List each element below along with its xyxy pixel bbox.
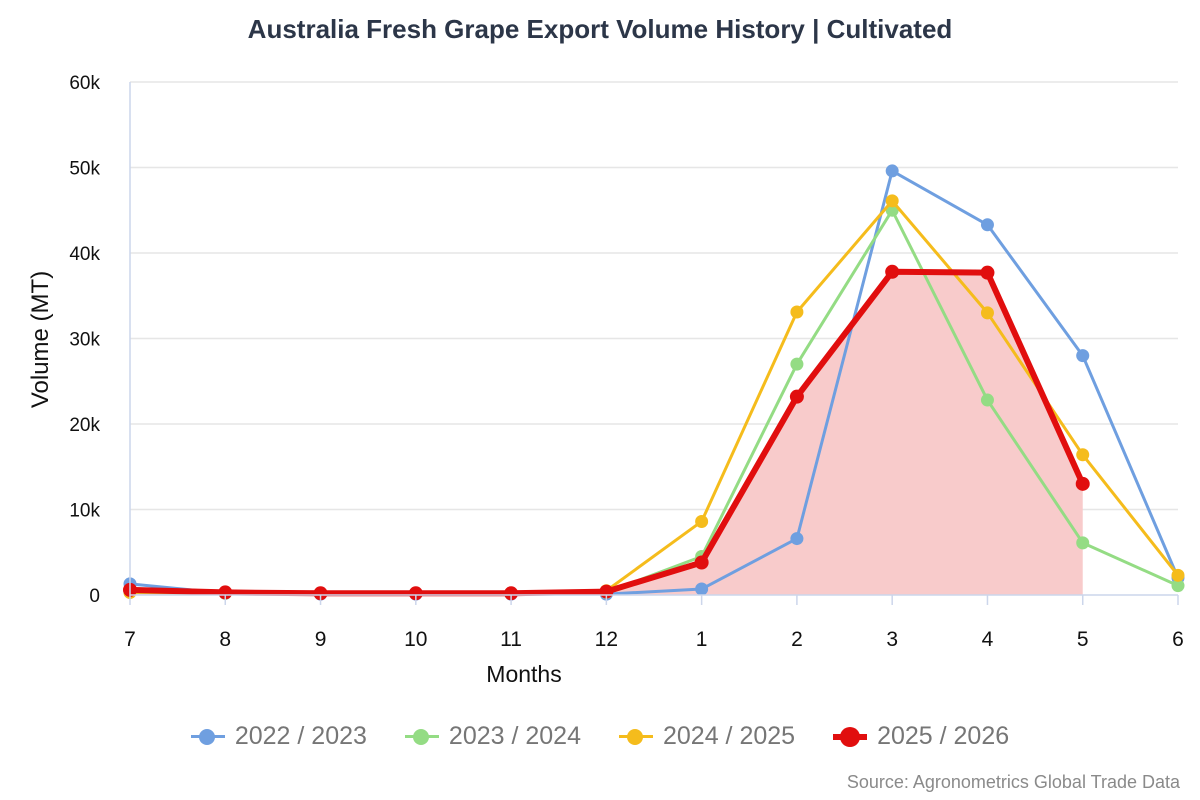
data-point xyxy=(790,305,804,319)
x-tick-label: 2 xyxy=(791,628,803,651)
x-tick-label: 5 xyxy=(1077,628,1089,651)
x-tick-label: 7 xyxy=(124,628,136,651)
y-axis-title: Volume (MT) xyxy=(27,271,54,408)
series-lines xyxy=(123,164,1185,601)
x-tick-label: 1 xyxy=(696,628,708,651)
gridlines xyxy=(130,81,1178,511)
y-tick-label: 60k xyxy=(69,73,100,94)
data-point xyxy=(408,586,423,601)
legend-item[interactable]: 2022 / 2023 xyxy=(190,722,367,751)
data-point xyxy=(790,532,804,546)
legend-item[interactable]: 2024 / 2025 xyxy=(619,722,795,751)
data-point xyxy=(980,218,994,232)
data-point xyxy=(1171,568,1185,582)
data-point xyxy=(313,586,328,601)
legend-label: 2024 / 2025 xyxy=(663,722,796,750)
data-point xyxy=(980,265,995,280)
x-tick-label: 4 xyxy=(982,628,994,651)
data-point xyxy=(694,555,709,570)
y-tick-label: 30k xyxy=(69,330,100,351)
y-tick-label: 40k xyxy=(69,244,100,265)
data-point xyxy=(885,203,899,217)
data-point xyxy=(885,194,899,208)
x-tick-label: 8 xyxy=(219,628,231,651)
y-tick-label: 10k xyxy=(69,501,100,522)
series-20252026 xyxy=(123,264,1090,601)
data-point xyxy=(1075,476,1090,491)
data-point xyxy=(1076,448,1090,462)
series-area-fill xyxy=(130,271,1083,595)
data-point xyxy=(695,582,709,596)
legend: 2022 / 2023 2023 / 2024 2024 / 2025 2025 / … xyxy=(0,722,1200,751)
data-point xyxy=(790,357,804,371)
x-tick-label: 9 xyxy=(315,628,327,651)
legend-item[interactable]: 2023 / 2024 xyxy=(404,722,581,751)
data-point xyxy=(980,393,994,407)
chart-title: Australia Fresh Grape Export Volume Hist… xyxy=(247,14,953,44)
data-point xyxy=(695,514,709,528)
data-point xyxy=(1076,536,1090,550)
legend-swatch xyxy=(833,726,868,747)
legend-swatch xyxy=(619,727,653,747)
area-fill xyxy=(130,271,1083,595)
x-tick-label: 10 xyxy=(404,628,427,651)
x-tick-label: 11 xyxy=(500,628,522,651)
data-point xyxy=(504,586,519,601)
data-point xyxy=(218,585,233,600)
source-credit: Source: Agronometrics Global Trade Data xyxy=(846,772,1180,792)
legend-label: 2025 / 2026 xyxy=(877,722,1010,750)
x-tick-label: 12 xyxy=(595,628,618,651)
x-tick-label: 3 xyxy=(886,628,898,651)
x-axis-title: Months xyxy=(486,661,561,687)
y-tick-label: 20k xyxy=(69,415,100,436)
data-point xyxy=(789,389,804,404)
data-point xyxy=(885,164,899,178)
y-tick-label: 0 xyxy=(89,586,100,607)
legend-swatch xyxy=(190,727,225,747)
x-tick-label: 6 xyxy=(1172,628,1184,651)
data-point xyxy=(885,264,900,279)
legend-label: 2022 / 2023 xyxy=(234,722,367,750)
data-point xyxy=(1171,579,1185,593)
legend-item[interactable]: 2025 / 2026 xyxy=(833,722,1009,751)
data-point xyxy=(980,306,994,320)
legend-label: 2023 / 2024 xyxy=(448,722,581,750)
data-point xyxy=(1076,349,1090,363)
legend-swatch xyxy=(404,727,439,747)
y-tick-label: 50k xyxy=(69,159,100,180)
